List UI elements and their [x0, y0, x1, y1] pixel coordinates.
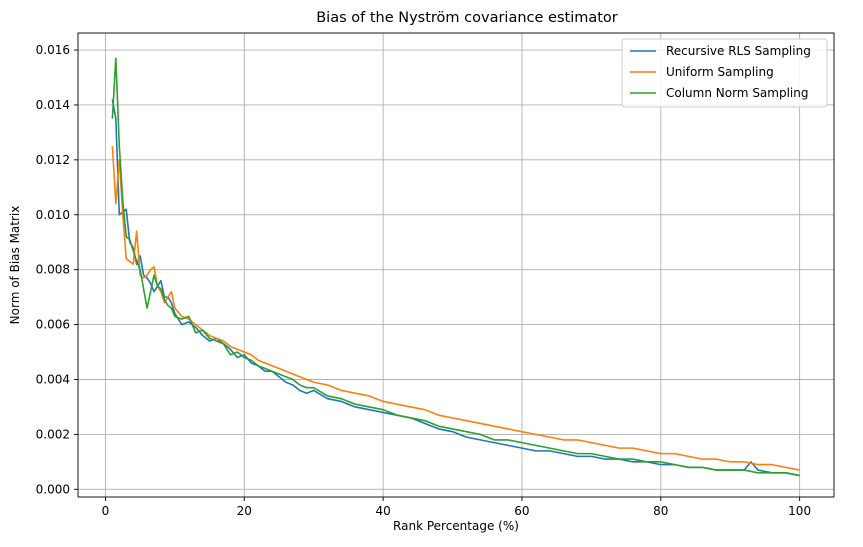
- series-line-3: [111, 57, 800, 477]
- plot-frame: [77, 32, 835, 498]
- legend-label: Uniform Sampling: [666, 65, 774, 79]
- y-axis: 0.000 0.002 0.004 0.006 0.008 0.010 0.012 0.014…: [36, 43, 78, 496]
- x-axis: 0 20 40 60 80 100: [102, 497, 811, 518]
- series-lines: [111, 57, 800, 477]
- series-line-1: [111, 99, 800, 477]
- y-tick-label: 0.012: [36, 153, 70, 167]
- legend-box: [621, 38, 828, 108]
- x-tick-label: 20: [237, 504, 252, 518]
- y-tick-label: 0.014: [36, 98, 70, 112]
- chart-title: Bias of the Nyström covariance estimator: [316, 10, 618, 26]
- legend: Recursive RLS Sampling Uniform Sampling Co…: [621, 38, 828, 108]
- legend-label: Recursive RLS Sampling: [666, 44, 811, 58]
- y-tick-label: 0.002: [36, 427, 70, 441]
- x-tick-label: 100: [788, 504, 811, 518]
- x-axis-label: Rank Percentage (%): [393, 519, 519, 533]
- series-line-2: [111, 146, 800, 471]
- x-tick-label: 60: [514, 504, 529, 518]
- x-tick-label: 40: [375, 504, 390, 518]
- y-tick-label: 0.016: [36, 43, 70, 57]
- legend-label: Column Norm Sampling: [666, 86, 808, 100]
- y-tick-label: 0.000: [36, 482, 70, 496]
- y-tick-label: 0.010: [36, 208, 70, 222]
- x-tick-label: 0: [102, 504, 110, 518]
- y-tick-label: 0.004: [36, 372, 70, 386]
- y-tick-label: 0.008: [36, 263, 70, 277]
- x-tick-label: 80: [653, 504, 668, 518]
- y-axis-label: Norm of Bias Matrix: [8, 206, 22, 325]
- y-tick-label: 0.006: [36, 318, 70, 332]
